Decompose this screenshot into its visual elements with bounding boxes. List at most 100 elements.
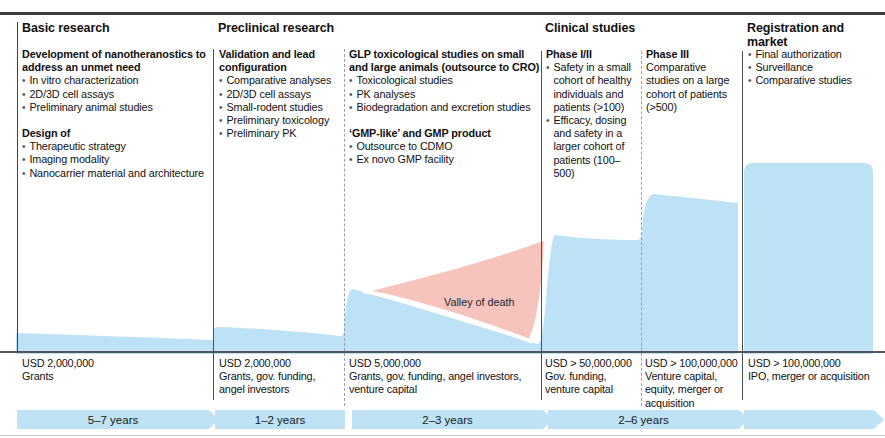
timeline-arrow-registration bbox=[744, 410, 884, 429]
list-item: Safety in a small cohort of healthy indi… bbox=[546, 61, 639, 114]
list-item-label: Preliminary PK bbox=[226, 127, 296, 140]
list-item-label: Therapeutic strategy bbox=[29, 140, 125, 153]
list-item: Preliminary PK bbox=[219, 127, 341, 140]
funding-sources: Grants bbox=[22, 370, 207, 383]
section-heading: GLP toxicological studies on small and l… bbox=[349, 48, 541, 74]
timeline-arrow-validation: 1–2 years bbox=[215, 410, 345, 429]
funding-sources: Gov. funding, venture capital bbox=[545, 370, 638, 396]
section-heading: ‘GMP-like’ and GMP product bbox=[349, 127, 541, 140]
list-item-label: 2D/3D cell assays bbox=[29, 88, 114, 101]
list-item: PK analyses bbox=[349, 88, 541, 101]
list-item: Toxicological studies bbox=[349, 74, 541, 87]
section-phase-1-2: Phase I/II Safety in a small cohort of h… bbox=[546, 48, 639, 180]
section-validation: Validation and lead configuration Compar… bbox=[219, 48, 341, 140]
separator-left-border bbox=[17, 22, 18, 352]
column-validation-lead: Validation and lead configuration Compar… bbox=[219, 48, 341, 140]
column-phase-1-2: Phase I/II Safety in a small cohort of h… bbox=[546, 48, 639, 180]
list-item: Nanocarrier material and architecture bbox=[22, 167, 212, 180]
list-item-label: 2D/3D cell assays bbox=[226, 88, 311, 101]
list-item-label: Toxicological studies bbox=[356, 74, 452, 87]
list-item: Surveillance bbox=[748, 61, 880, 74]
list-item-label: Surveillance bbox=[755, 61, 813, 74]
list-item-label: Final authorization bbox=[755, 48, 841, 61]
list-item: Efficacy, dosing and safety in a larger … bbox=[546, 114, 639, 180]
top-rule bbox=[0, 12, 885, 15]
list-item: Outsource to CDMO bbox=[349, 140, 541, 153]
section-heading: Development of nanotheranostics to addre… bbox=[22, 48, 212, 74]
list-item-label: Nanocarrier material and architecture bbox=[29, 167, 204, 180]
funding-area-registration bbox=[744, 163, 873, 354]
funding-amount: USD > 100,000,000 bbox=[748, 357, 882, 370]
funding-amount: USD 2,000,000 bbox=[219, 357, 341, 370]
funding-phase-1-2: USD > 50,000,000 Gov. funding, venture c… bbox=[545, 357, 638, 397]
list-item-label: Outsource to CDMO bbox=[356, 140, 452, 153]
list-item: Biodegradation and excretion studies bbox=[349, 101, 541, 114]
list-item-label: Biodegradation and excretion studies bbox=[356, 101, 530, 114]
list-item: Preliminary toxicology bbox=[219, 114, 341, 127]
nanotheranostics-development-figure: Valley of death Basic research Preclinic… bbox=[0, 0, 885, 438]
section-heading: Phase I/II bbox=[546, 48, 639, 61]
funding-basic-research: USD 2,000,000 Grants bbox=[22, 357, 207, 383]
phase-header-basic-research: Basic research bbox=[22, 21, 110, 35]
list-item: Small-rodent studies bbox=[219, 101, 341, 114]
section-heading: Design of bbox=[22, 127, 212, 140]
section-text: Comparative studies on a large cohort of… bbox=[646, 61, 740, 114]
list-item: Preliminary animal studies bbox=[22, 101, 212, 114]
funding-phase-3: USD > 100,000,000 Venture capital, equit… bbox=[645, 357, 740, 410]
column-basic-research: Development of nanotheranostics to addre… bbox=[22, 48, 212, 180]
list-item: Comparative analyses bbox=[219, 74, 341, 87]
funding-sources: Grants, gov. funding, angel investors bbox=[219, 370, 341, 396]
column-phase-3: Phase III Comparative studies on a large… bbox=[646, 48, 740, 114]
funding-amount: USD 2,000,000 bbox=[22, 357, 207, 370]
section-design-of: Design of Therapeutic strategy Imaging m… bbox=[22, 127, 212, 180]
list-item-label: Safety in a small cohort of healthy indi… bbox=[553, 61, 639, 114]
list-item: In vitro characterization bbox=[22, 74, 212, 87]
list-item: Therapeutic strategy bbox=[22, 140, 212, 153]
column-glp-gmp: GLP toxicological studies on small and l… bbox=[349, 48, 541, 167]
list-item-label: Ex novo GMP facility bbox=[356, 153, 453, 166]
funding-glp-gmp: USD 5,000,000 Grants, gov. funding, ange… bbox=[349, 357, 529, 397]
section-unmet-need: Development of nanotheranostics to addre… bbox=[22, 48, 212, 114]
section-phase-3: Phase III Comparative studies on a large… bbox=[646, 48, 740, 114]
section-registration: Final authorization Surveillance Compara… bbox=[748, 48, 880, 88]
phase-header-registration-market: Registration and market bbox=[747, 21, 859, 49]
list-item: Ex novo GMP facility bbox=[349, 153, 541, 166]
funding-sources: IPO, merger or acquisition bbox=[748, 370, 882, 383]
separator-phase12 bbox=[541, 51, 542, 400]
list-item: Comparative studies bbox=[748, 74, 880, 87]
list-item-label: Comparative studies bbox=[755, 74, 852, 87]
funding-area-main bbox=[16, 194, 738, 354]
separator-validation bbox=[213, 49, 214, 400]
list-item-label: Preliminary toxicology bbox=[226, 114, 329, 127]
phase-header-clinical-studies: Clinical studies bbox=[545, 21, 635, 35]
phase-header-preclinical-research: Preclinical research bbox=[218, 21, 334, 35]
section-gmp: ‘GMP-like’ and GMP product Outsource to … bbox=[349, 127, 541, 167]
timeline-arrow-basic: 5–7 years bbox=[17, 410, 219, 429]
funding-sources: Grants, gov. funding, angel investors, v… bbox=[349, 370, 529, 396]
timeline-arrow-clinical: 2–6 years bbox=[548, 410, 749, 429]
list-item: 2D/3D cell assays bbox=[22, 88, 212, 101]
valley-of-death-label: Valley of death bbox=[444, 296, 515, 308]
funding-amount: USD > 100,000,000 bbox=[645, 357, 740, 370]
list-item-label: Preliminary animal studies bbox=[29, 101, 152, 114]
funding-registration: USD > 100,000,000 IPO, merger or acquisi… bbox=[748, 357, 882, 383]
timeline-arrow-glp-gmp: 2–3 years bbox=[352, 410, 553, 429]
funding-validation: USD 2,000,000 Grants, gov. funding, ange… bbox=[219, 357, 341, 397]
list-item-label: In vitro characterization bbox=[29, 74, 138, 87]
section-glp: GLP toxicological studies on small and l… bbox=[349, 48, 541, 114]
funding-amount: USD 5,000,000 bbox=[349, 357, 529, 370]
list-item-label: Efficacy, dosing and safety in a larger … bbox=[553, 114, 639, 180]
list-item: Final authorization bbox=[748, 48, 880, 61]
separator-registration bbox=[742, 51, 743, 400]
funding-amount: USD > 50,000,000 bbox=[545, 357, 638, 370]
section-heading: Validation and lead configuration bbox=[219, 48, 341, 74]
chart-bottom-rule bbox=[0, 351, 885, 353]
list-item: Imaging modality bbox=[22, 153, 212, 166]
list-item-label: Imaging modality bbox=[29, 153, 109, 166]
list-item: 2D/3D cell assays bbox=[219, 88, 341, 101]
section-heading: Phase III bbox=[646, 48, 740, 61]
list-item-label: Small-rodent studies bbox=[226, 101, 322, 114]
funding-sources: Venture capital, equity, merger or acqui… bbox=[645, 370, 740, 410]
page-bottom-rule bbox=[0, 435, 885, 436]
list-item-label: Comparative analyses bbox=[226, 74, 331, 87]
